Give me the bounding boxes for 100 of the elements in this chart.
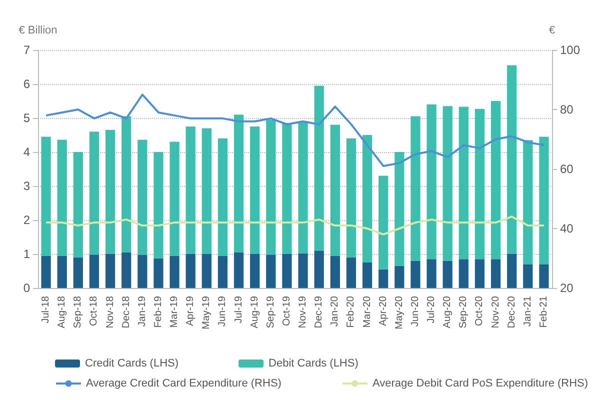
y2-axis-title: € [548,24,556,36]
x-tick-label: Sep-18 [72,296,84,328]
bar [202,128,212,254]
bar [394,266,404,288]
y-tick-label: 1 [23,247,30,261]
y-tick-label: 4 [23,145,30,159]
x-tick-label: Jun-19 [217,296,228,327]
legend-label: Average Credit Card Expenditure (RHS) [86,378,282,390]
x-tick-label: Jan-20 [330,296,341,327]
y-tick-label: 7 [23,43,30,57]
y2-tick-label: 60 [560,162,574,176]
bar [362,135,372,262]
bar [539,264,549,288]
bar [89,132,100,255]
x-tick-label: Oct-19 [281,296,292,326]
bar [378,269,388,288]
x-tick-label: May-20 [394,296,405,330]
bar [89,254,100,288]
x-tick-label: Dec-20 [506,296,518,328]
bar [218,138,228,256]
bar [138,255,148,288]
y-tick-label: 2 [23,213,30,227]
x-tick-label: Dec-19 [314,296,325,328]
bar [73,257,83,288]
bar [73,152,83,258]
bar [105,130,116,254]
bar [202,254,212,288]
bar [170,142,180,256]
x-tick-label: Feb-19 [152,296,164,328]
y2-tick-label: 80 [560,102,574,116]
y-tick-label: 0 [23,281,30,295]
x-tick-label: Jul-18 [40,296,52,324]
bar [410,260,420,288]
bar [362,262,372,288]
legend-label: Average Debit Card PoS Expenditure (RHS) [372,378,588,390]
bar [394,152,404,266]
bar [234,252,244,288]
bar [41,256,51,288]
line-series [45,94,545,168]
bar [330,256,340,288]
bar [138,140,148,256]
bar [410,116,420,261]
y-axis-title: € Billion [18,24,58,36]
bar [442,106,452,261]
bar [250,126,260,254]
bar [298,121,308,254]
x-tick-label: Dec-18 [120,296,132,328]
bar [490,101,501,260]
x-tick-label: Feb-21 [538,296,550,328]
bar [122,116,132,252]
bar [346,138,356,258]
x-tick-label: Aug-18 [56,296,68,328]
x-tick-label: Oct-20 [474,296,486,326]
bar [474,108,485,260]
x-tick-label: Sep-19 [265,296,276,328]
bar [346,257,356,288]
bar [490,259,501,288]
bar [298,253,308,288]
x-tick-label: Apr-20 [378,296,389,326]
bar [266,120,276,255]
x-tick-label: Nov-18 [104,296,116,328]
x-tick-label: Jan-19 [136,296,148,327]
y2-tick-label: 40 [560,222,574,236]
line-series [45,216,545,236]
bar [507,254,517,288]
x-tick-label: Mar-19 [169,296,180,328]
bar [57,256,67,288]
bar [41,136,51,256]
x-tick-label: Jul-19 [233,296,244,324]
bar [458,259,468,288]
bar [426,104,436,260]
y-tick-label: 5 [23,111,30,125]
bar [57,140,67,256]
bar [523,264,533,288]
x-tick-label: Jul-20 [426,296,438,324]
y-tick-label: 3 [23,179,30,193]
bar [314,250,324,288]
bar [186,126,196,254]
x-tick-label: Nov-20 [490,296,502,328]
bar [266,254,276,288]
bar [122,252,132,288]
bar [442,260,452,288]
bar [523,140,533,264]
x-tick-label: Mar-20 [362,296,373,328]
y2-tick-label: 20 [560,281,574,295]
bar [330,124,340,256]
y-tick-label: 6 [23,77,30,91]
bar [282,254,292,288]
bar [539,136,549,264]
bar [458,106,468,260]
x-tick-label: Oct-18 [88,296,100,326]
bar [250,254,260,288]
x-tick-label: Feb-20 [346,296,357,328]
x-tick-label: Jun-20 [410,296,421,327]
bar [154,152,164,258]
x-tick-label: Jan-21 [522,296,534,327]
bar [314,86,324,251]
bar [426,259,436,288]
x-tick-label: May-19 [201,296,212,330]
x-tick-label: Sep-20 [458,296,470,328]
